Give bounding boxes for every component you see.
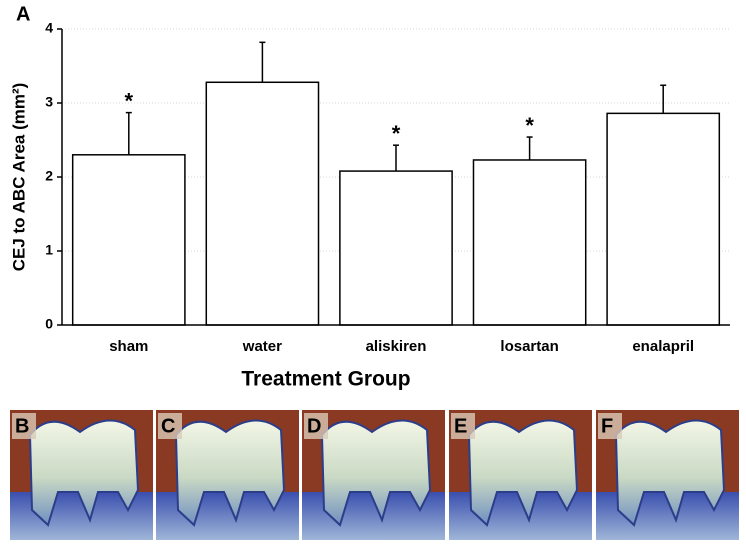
y-tick-label: 2 bbox=[45, 168, 53, 184]
x-tick-label: losartan bbox=[500, 338, 558, 355]
photo-label: D bbox=[307, 415, 321, 437]
bar bbox=[71, 154, 186, 326]
bar bbox=[339, 170, 453, 326]
bar bbox=[205, 81, 320, 326]
photo-tooth bbox=[174, 419, 286, 527]
x-tick-label: sham bbox=[109, 338, 148, 355]
photo-label: C bbox=[161, 415, 175, 437]
significance-marker: * bbox=[392, 121, 401, 146]
photo-label-bg bbox=[158, 413, 182, 439]
panel-label: A bbox=[16, 3, 30, 25]
bar bbox=[472, 159, 587, 326]
x-tick-label: water bbox=[242, 338, 282, 355]
photo-label-bg bbox=[304, 413, 328, 439]
y-tick-label: 3 bbox=[45, 94, 53, 110]
y-tick-label: 4 bbox=[45, 20, 53, 36]
photo-strip: B C D E F bbox=[10, 410, 739, 540]
photo-label-bg bbox=[12, 413, 36, 439]
photo-tooth bbox=[467, 419, 579, 527]
photo-tooth bbox=[320, 419, 432, 527]
photo-label-bg bbox=[451, 413, 475, 439]
photo-label: E bbox=[454, 415, 467, 437]
x-tick-label: enalapril bbox=[632, 338, 694, 355]
significance-marker: * bbox=[525, 113, 534, 138]
x-axis-label: Treatment Group bbox=[241, 368, 410, 391]
photo-label: F bbox=[601, 415, 613, 437]
photo-label: B bbox=[15, 415, 29, 437]
photo-tooth bbox=[28, 419, 140, 527]
y-axis-label: CEJ to ABC Area (mm²) bbox=[9, 83, 28, 272]
significance-marker: * bbox=[125, 88, 134, 113]
y-tick-label: 0 bbox=[45, 316, 53, 332]
x-tick-label: aliskiren bbox=[366, 338, 427, 355]
photo-tooth bbox=[614, 419, 726, 527]
photo-label-bg bbox=[598, 413, 622, 439]
y-tick-label: 1 bbox=[45, 242, 53, 258]
bar bbox=[606, 112, 721, 326]
